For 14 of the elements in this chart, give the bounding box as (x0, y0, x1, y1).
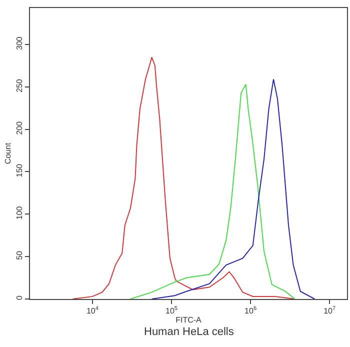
x-tick-label: 10$^{7}$ (324, 306, 336, 316)
y-tick-label: 200 (14, 120, 24, 135)
y-tick-label: 0 (14, 295, 24, 300)
y-tick-label: 100 (14, 206, 24, 220)
text: Human HeLa cells (144, 326, 234, 338)
y-axis-title: Count (4, 142, 12, 164)
y-tick-label: 150 (14, 163, 24, 178)
y-tick-label: 300 (14, 36, 24, 50)
x-axis-title: FITC-A (176, 316, 202, 325)
y-tick-label: 50 (14, 250, 24, 260)
x-tick-label: 10$^{4}$ (86, 306, 98, 316)
x-tick-label: 10$^{6}$ (244, 306, 257, 316)
y-tick-label: 250 (14, 78, 24, 92)
x-tick-label: 10$^{5}$ (166, 306, 178, 316)
